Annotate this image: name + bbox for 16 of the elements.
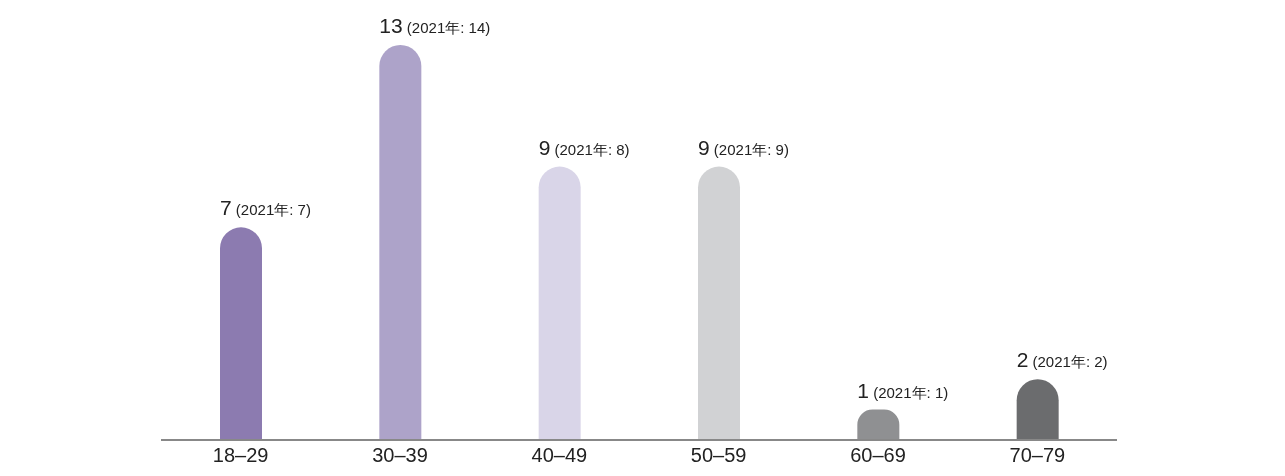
data-label: 7 (2021年: 7) [220, 196, 311, 220]
x-tick-label: 18–29 [212, 444, 269, 467]
bar [698, 166, 740, 440]
bar [538, 166, 581, 440]
data-label: 13 (2021年: 14) [379, 14, 491, 37]
x-tick-label: 40–49 [531, 444, 588, 467]
data-label: 2 (2021年: 2) [1016, 348, 1108, 372]
bar [220, 227, 262, 440]
data-label: 9 (2021年: 8) [538, 135, 630, 159]
bar [379, 45, 422, 440]
x-tick-label: 30–39 [372, 444, 428, 467]
x-tick-label: 70–79 [1009, 444, 1066, 467]
x-tick-label: 60–69 [850, 444, 906, 467]
data-label: 1 (2021年: 1) [857, 378, 949, 402]
data-label: 9 (2021年: 9) [698, 135, 789, 159]
x-tick-label: 50–59 [690, 444, 747, 467]
